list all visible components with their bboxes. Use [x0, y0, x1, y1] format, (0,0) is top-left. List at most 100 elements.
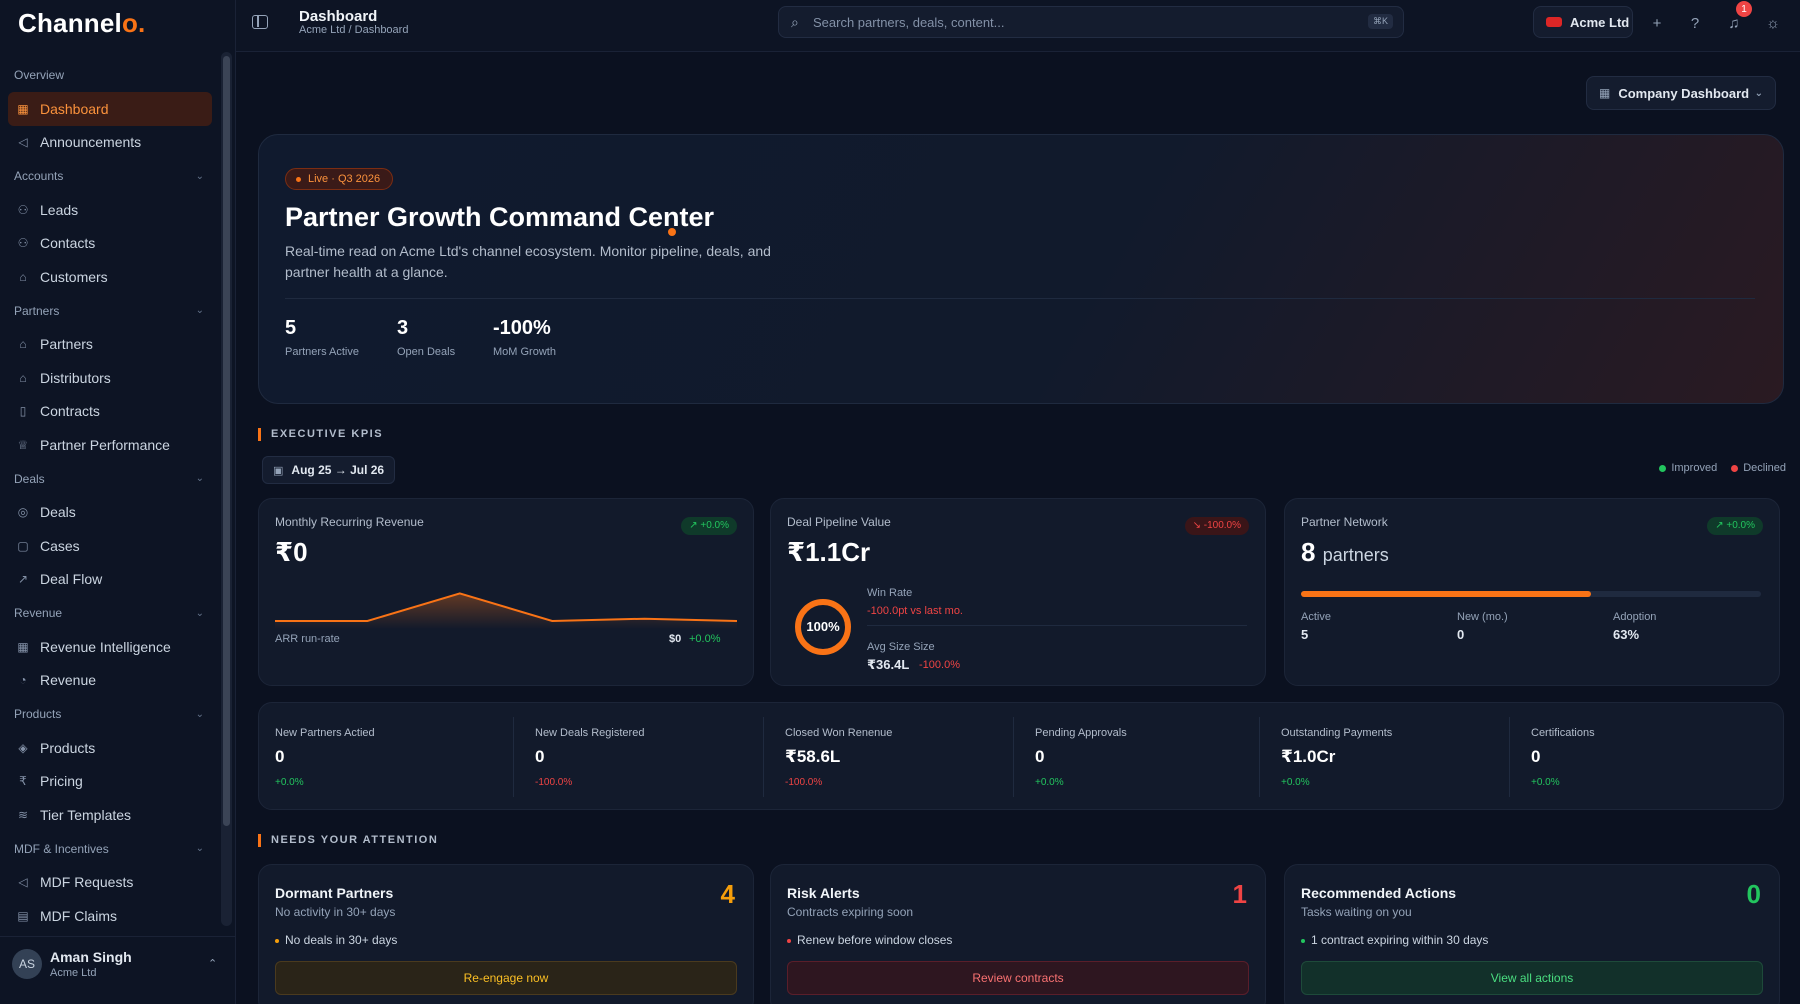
logo[interactable]: Channelo.: [18, 8, 145, 39]
trophy-icon: ♕: [17, 437, 29, 452]
sidebar-item-label: Distributors: [40, 369, 111, 386]
sidebar-item-deals[interactable]: ◎ Deals: [0, 496, 220, 530]
stat-outstanding-payments[interactable]: Outstanding Payments ₹1.0Cr +0.0%: [1265, 703, 1515, 811]
sidebar-item-mdf-requests[interactable]: ◁ MDF Requests: [0, 866, 220, 900]
kpi-suffix: partners: [1322, 545, 1389, 565]
date-range-picker[interactable]: ▣ Aug 25 → Jul 26: [262, 456, 396, 484]
help-icon[interactable]: ?: [1690, 14, 1700, 32]
progress-fill: [1301, 591, 1591, 597]
sidebar-item-contacts[interactable]: ⚇ Contacts: [0, 227, 220, 261]
sidebar-item-revenue-intelligence[interactable]: ▦ Revenue Intelligence: [0, 630, 220, 664]
attention-title: Dormant Partners: [275, 885, 394, 901]
stat-delta: -100.0%: [535, 777, 573, 788]
sidebar-item-distributors[interactable]: ⌂ Distributors: [0, 361, 220, 395]
sidebar-item-label: MDF Requests: [40, 874, 134, 891]
nav-section-partners[interactable]: Partners ⌄: [0, 294, 220, 328]
grid-icon: ▦: [17, 639, 29, 654]
kpi-title: Monthly Recurring Revenue: [275, 515, 424, 529]
sidebar-item-partner-performance[interactable]: ♕ Partner Performance: [0, 428, 220, 462]
breadcrumb: Acme Ltd / Dashboard: [299, 24, 409, 36]
nav-section-mdf[interactable]: MDF & Incentives ⌄: [0, 832, 220, 866]
section-label: MDF & Incentives: [14, 841, 109, 856]
legend-declined: Declined: [1731, 462, 1786, 474]
stat-delta: +0.0%: [275, 777, 304, 788]
active-label: Active: [1301, 611, 1331, 623]
sidebar-item-products[interactable]: ◈ Products: [0, 731, 220, 765]
kpi-card-mrr[interactable]: Monthly Recurring Revenue ₹0 ↗ +0.0% ARR…: [258, 498, 754, 686]
hero-stat-value: 3: [397, 317, 409, 339]
logo-text: Channel: [18, 8, 122, 38]
bullet-text: Renew before window closes: [797, 933, 953, 947]
stat-certifications[interactable]: Certifications 0 +0.0%: [1515, 703, 1765, 811]
kpi-title: Deal Pipeline Value: [787, 515, 891, 529]
sidebar-item-label: Partner Performance: [40, 436, 170, 453]
chevron-down-icon: ⌄: [195, 708, 204, 720]
sidebar-item-contracts[interactable]: ▯ Contracts: [0, 395, 220, 429]
win-rate-label: Win Rate: [867, 587, 913, 599]
nav-section-accounts[interactable]: Accounts ⌄: [0, 159, 220, 193]
scrollbar-thumb[interactable]: [223, 56, 230, 826]
dashboard-selector[interactable]: ▦ Company Dashboard ⌄: [1586, 76, 1776, 110]
section-label: Products: [14, 707, 62, 721]
hero-description: Real-time read on Acme Ltd's channel eco…: [285, 243, 771, 280]
nav-section-revenue[interactable]: Revenue ⌄: [0, 596, 220, 630]
stat-label: New Partners Actied: [275, 727, 375, 739]
search-input[interactable]: ⌕ Search partners, deals, content... ⌘K: [778, 6, 1404, 38]
logo-dot: o.: [121, 8, 146, 38]
sidebar-nav: Overview ▦ Dashboard ◁ Announcements Accou…: [0, 58, 220, 933]
nav-section-deals[interactable]: Deals ⌄: [0, 462, 220, 496]
view-all-actions-button[interactable]: View all actions: [1301, 961, 1763, 995]
kpi-card-pipeline[interactable]: Deal Pipeline Value ₹1.1Cr ↘ -100.0% 100…: [770, 498, 1266, 686]
sidebar-item-label: MDF Claims: [40, 907, 117, 924]
hero-stat-value: -100%: [493, 317, 551, 339]
stat-value: ₹58.6L: [785, 747, 841, 766]
sidebar-item-label: Announcements: [40, 134, 142, 151]
sidebar-item-pricing[interactable]: ₹ Pricing: [0, 765, 220, 799]
sidebar-item-leads[interactable]: ⚇ Leads: [0, 193, 220, 227]
sidebar-item-customers[interactable]: ⌂ Customers: [0, 260, 220, 294]
sidebar-item-partners[interactable]: ⌂ Partners: [0, 328, 220, 362]
sidebar-item-label: Products: [40, 739, 96, 756]
bell-icon[interactable]: ♫: [1728, 14, 1740, 32]
sidebar-item-tier-templates[interactable]: ≋ Tier Templates: [0, 798, 220, 832]
stat-closed-won[interactable]: Closed Won Renenue ₹58.6L -100.0%: [769, 703, 1019, 811]
attention-card-actions: Recommended Actions Tasks waiting on you…: [1284, 864, 1780, 1004]
stat-new-partners[interactable]: New Partners Actied 0 +0.0%: [259, 703, 509, 811]
sidebar-item-dashboard[interactable]: ▦ Dashboard: [8, 92, 212, 126]
section-title-attention: NEEDS YOUR ATTENTION: [258, 834, 438, 847]
sidebar-item-label: Contacts: [40, 235, 96, 252]
org-switcher[interactable]: Acme Ltd: [1533, 6, 1633, 38]
review-contracts-button[interactable]: Review contracts: [787, 961, 1249, 995]
legend-label: Declined: [1743, 462, 1786, 474]
attention-title: Recommended Actions: [1301, 885, 1457, 901]
kpi-card-partner-network[interactable]: Partner Network 8 partners ↗ +0.0% Activ…: [1284, 498, 1780, 686]
sidebar-item-revenue[interactable]: ◔ Revenue: [0, 664, 220, 698]
stat-new-deals[interactable]: New Deals Registered 0 -100.0%: [519, 703, 769, 811]
theme-toggle-icon[interactable]: ☼: [1766, 14, 1780, 32]
sidebar-item-announcements[interactable]: ◁ Announcements: [0, 126, 220, 160]
chevron-down-icon: ⌄: [195, 170, 204, 182]
live-badge: Live · Q3 2026: [285, 168, 394, 190]
kpi-value: ₹0: [275, 537, 308, 567]
sidebar-item-label: Deals: [40, 504, 76, 521]
arr-label: ARR run-rate: [275, 633, 340, 645]
bullet-text: 1 contract expiring within 30 days: [1311, 933, 1489, 947]
divider: [513, 717, 514, 797]
user-menu[interactable]: AS Aman Singh Acme Ltd ⌃: [0, 936, 236, 996]
stat-pending-approvals[interactable]: Pending Approvals 0 +0.0%: [1019, 703, 1269, 811]
nav-section-overview: Overview: [0, 58, 220, 92]
add-icon[interactable]: +: [1652, 14, 1662, 32]
nav-section-products[interactable]: Products ⌄: [0, 697, 220, 731]
arr-value: $0: [669, 633, 682, 645]
sidebar-item-mdf-claims[interactable]: ▤ MDF Claims: [0, 899, 220, 933]
re-engage-button[interactable]: Re-engage now: [275, 961, 737, 995]
sidebar-item-cases[interactable]: ▢ Cases: [0, 529, 220, 563]
avg-size-delta: -100.0%: [919, 659, 960, 671]
hero-stat-open-deals: 3 Open Deals: [397, 317, 455, 358]
sidebar-scrollbar[interactable]: [221, 52, 232, 926]
main-content: ▦ Company Dashboard ⌄ Live · Q3 2026 Par…: [236, 52, 1800, 1004]
sidebar-item-deal-flow[interactable]: ↗ Deal Flow: [0, 563, 220, 597]
kpi-legend: Improved Declined: [1659, 462, 1786, 474]
sidebar-toggle-icon[interactable]: [252, 15, 268, 29]
attention-card-dormant: Dormant Partners No activity in 30+ days…: [258, 864, 754, 1004]
